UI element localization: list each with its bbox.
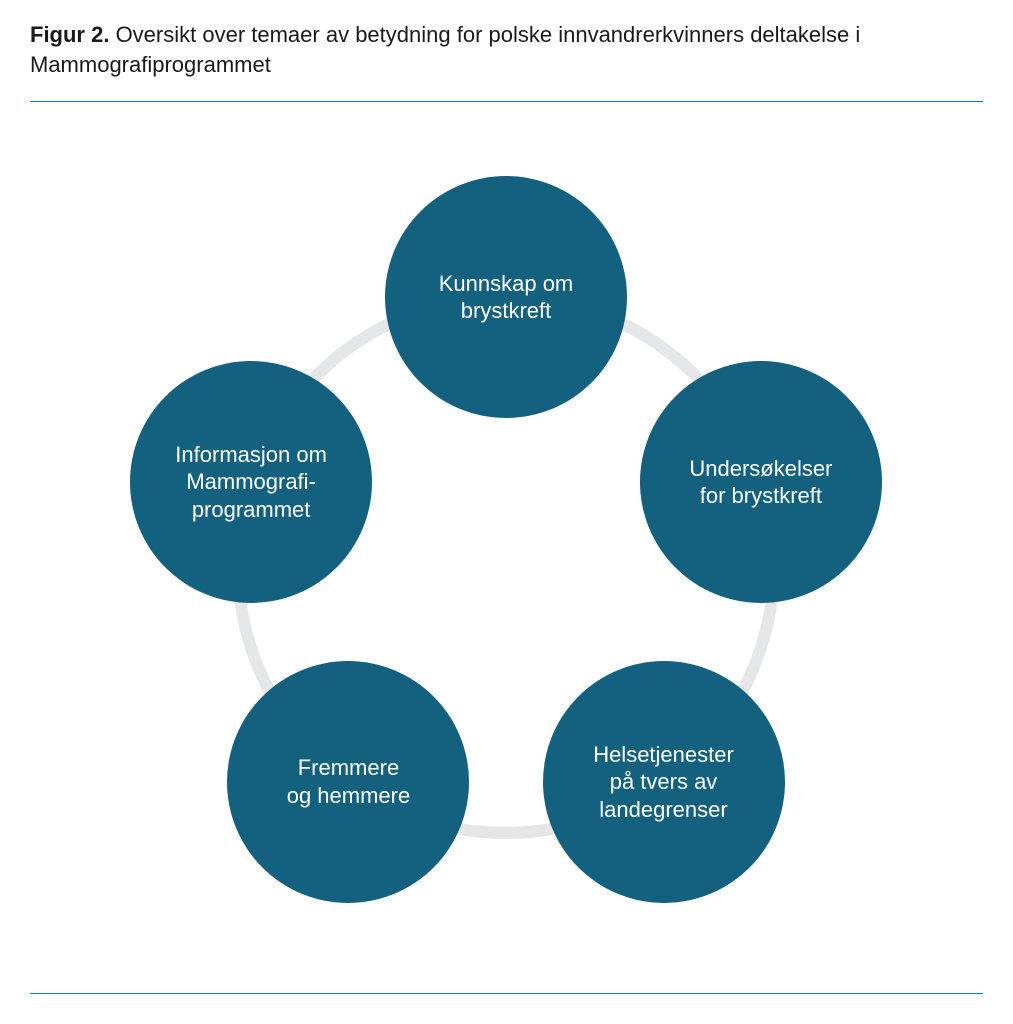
circular-diagram: Kunnskap ombrystkreft Undersøkelserfor br… — [70, 120, 943, 980]
theme-node-label: Helsetjenesterpå tvers avlandegrenser — [593, 741, 734, 824]
theme-node-label: Informasjon omMammografi-programmet — [175, 441, 327, 524]
theme-node-label: Fremmereog hemmere — [287, 754, 411, 809]
theme-node: Fremmereog hemmere — [227, 661, 469, 903]
theme-node: Undersøkelserfor brystkreft — [640, 361, 882, 603]
theme-node-label: Kunnskap ombrystkreft — [439, 270, 574, 325]
divider-top — [30, 101, 983, 102]
figure-title-text: Oversikt over temaer av betydning for po… — [30, 22, 860, 77]
page: Figur 2. Oversikt over temaer av betydni… — [0, 0, 1013, 1024]
theme-node: Kunnskap ombrystkreft — [385, 176, 627, 418]
theme-node: Helsetjenesterpå tvers avlandegrenser — [543, 661, 785, 903]
divider-bottom — [30, 993, 983, 994]
figure-title: Figur 2. Oversikt over temaer av betydni… — [30, 20, 983, 93]
theme-node-label: Undersøkelserfor brystkreft — [689, 455, 832, 510]
figure-title-prefix: Figur 2. — [30, 22, 109, 47]
theme-node: Informasjon omMammografi-programmet — [130, 361, 372, 603]
